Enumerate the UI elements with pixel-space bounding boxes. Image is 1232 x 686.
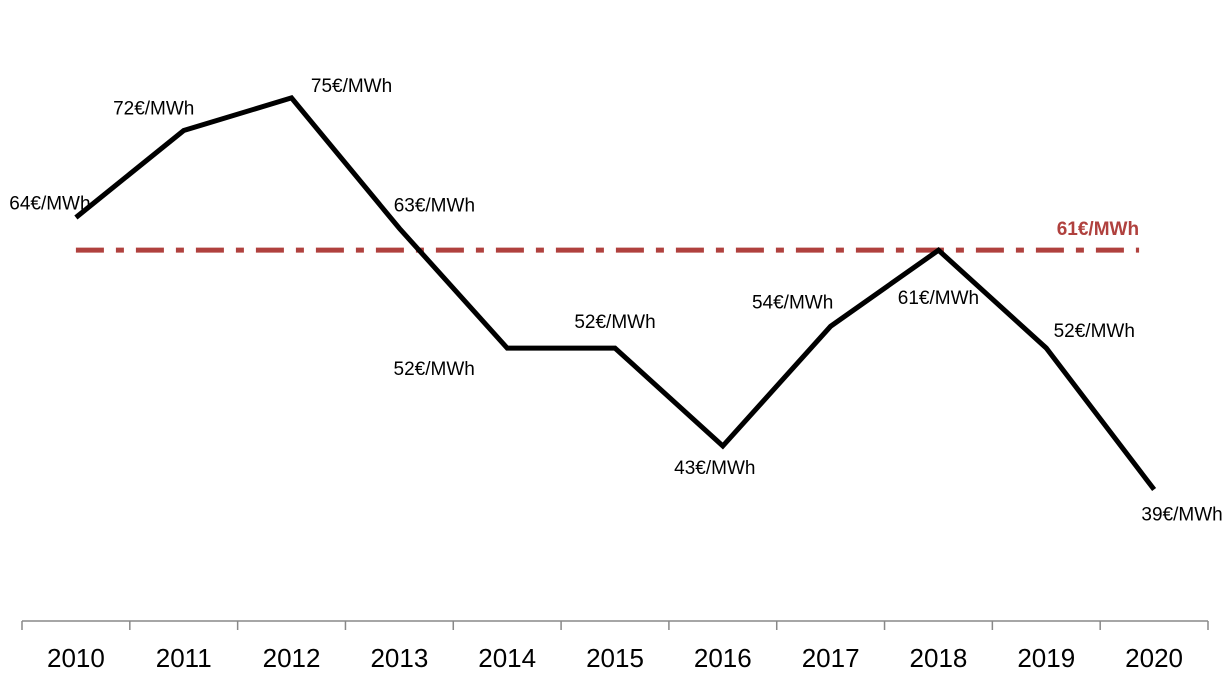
- data-label: 52€/MWh: [1054, 321, 1135, 342]
- series-line: [74, 95, 1157, 492]
- x-tick-label: 2010: [47, 643, 105, 673]
- data-labels: 64€/MWh 72€/MWh 75€/MWh 63€/MWh 52€/MWh 52€/M…: [9, 76, 1222, 526]
- data-label: 43€/MWh: [674, 458, 755, 479]
- average-line-group: 61€/MWh: [75, 219, 1140, 253]
- x-tick-label: 2011: [156, 643, 212, 673]
- data-label: 63€/MWh: [394, 195, 475, 216]
- x-tick-label: 2020: [1125, 643, 1183, 673]
- x-tick-label: 2013: [370, 643, 428, 673]
- data-label: 75€/MWh: [311, 76, 392, 97]
- data-label: 39€/MWh: [1141, 504, 1222, 525]
- average-label: 61€/MWh: [1057, 219, 1139, 240]
- data-label: 52€/MWh: [574, 312, 655, 333]
- x-tick-label: 2018: [910, 643, 968, 673]
- x-tick-label: 2016: [694, 643, 752, 673]
- x-tick-label: 2015: [586, 643, 644, 673]
- x-tick-label: 2019: [1017, 643, 1075, 673]
- x-tick-label: 2012: [263, 643, 321, 673]
- data-label: 52€/MWh: [394, 359, 475, 380]
- data-label: 64€/MWh: [9, 194, 90, 215]
- x-tick-label: 2014: [478, 643, 536, 673]
- x-tick-label: 2017: [802, 643, 860, 673]
- data-label: 72€/MWh: [113, 99, 194, 120]
- data-label: 61€/MWh: [898, 288, 979, 309]
- x-axis: 2010 2011 2012 2013 2014 2015 2016 2017 2018 2019…: [21, 620, 1209, 673]
- data-label: 54€/MWh: [752, 292, 833, 313]
- series-line-group: [74, 95, 1157, 492]
